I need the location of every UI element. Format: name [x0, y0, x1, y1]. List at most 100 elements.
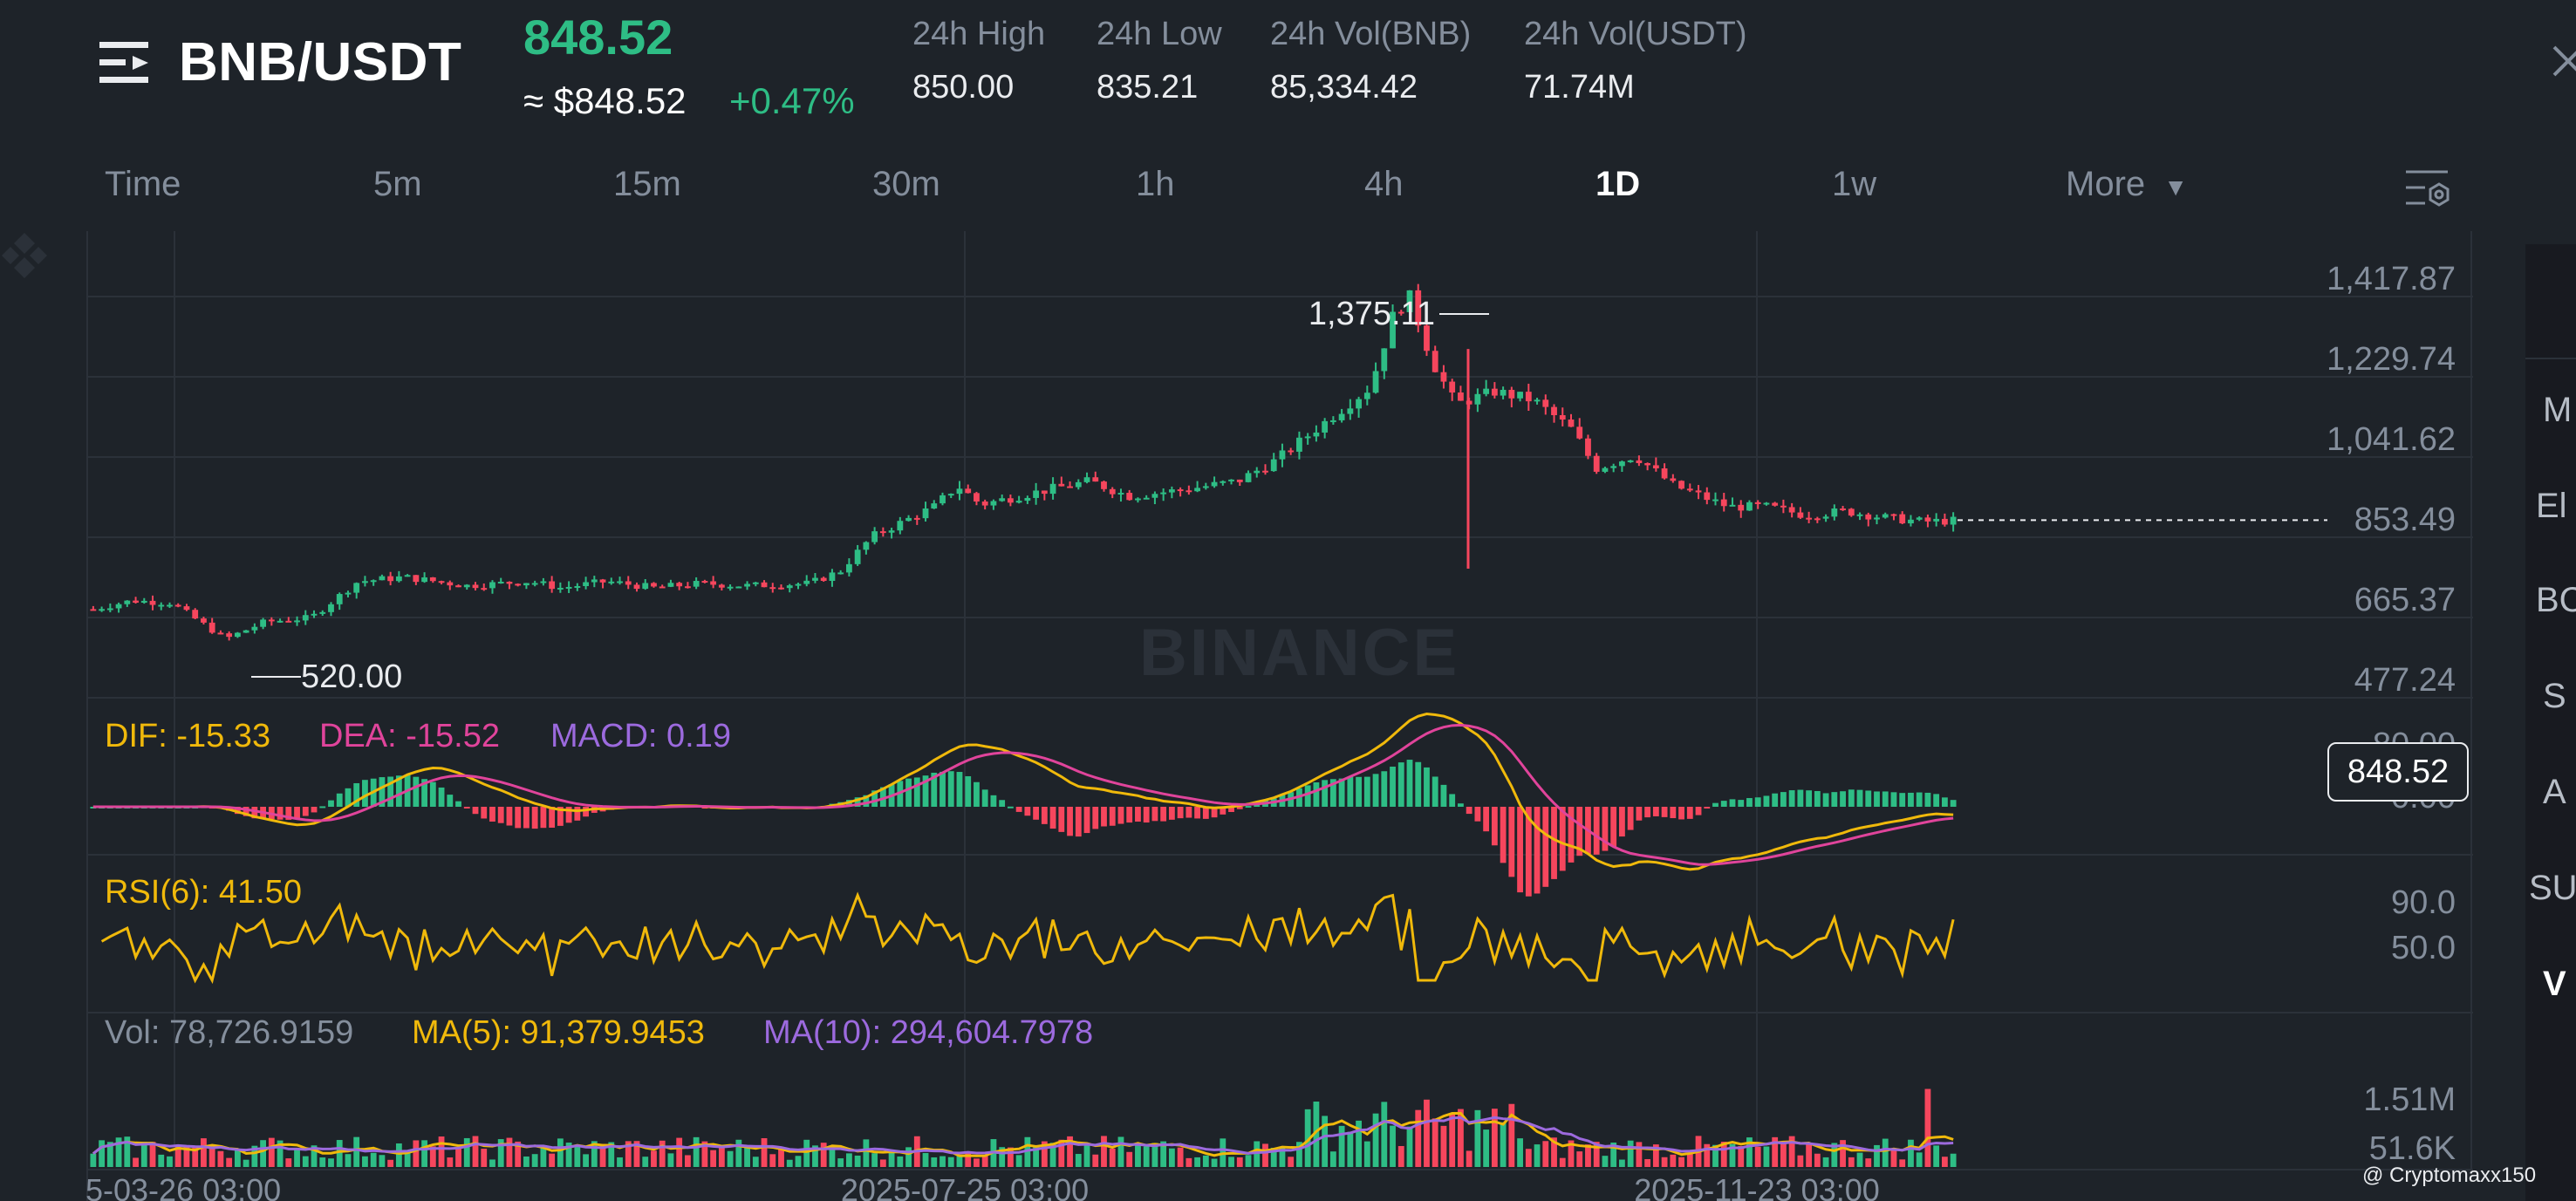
tab-more-label: More [2066, 165, 2146, 203]
volume-bar [863, 1139, 870, 1167]
side-item[interactable]: M [2543, 391, 2573, 429]
volume-bar [1262, 1143, 1268, 1167]
candle-body [1780, 505, 1787, 508]
volume-bar [1568, 1140, 1575, 1167]
candle-body [1117, 493, 1124, 495]
volume-bar [1899, 1159, 1906, 1167]
macd-histogram-bar [1322, 780, 1329, 807]
volume-bar [311, 1145, 318, 1167]
macd-histogram-bar [1720, 801, 1727, 807]
chart-settings-icon[interactable] [2401, 161, 2453, 214]
volume-bar [778, 1148, 784, 1167]
macd-histogram-bar [1449, 794, 1456, 807]
volume-bar [438, 1136, 445, 1167]
tab-5m[interactable]: 5m [373, 165, 422, 203]
candle-body [871, 531, 878, 542]
macd-histogram-bar [1797, 789, 1804, 807]
macd-histogram-bar [583, 807, 589, 817]
candle-body [727, 586, 734, 589]
candle-body [1627, 460, 1634, 462]
chart-area[interactable]: 1,417.87 1,229.74 1,041.62 853.49 665.37 477.… [0, 231, 2473, 1201]
pair-name[interactable]: BNB/USDT [179, 32, 462, 92]
side-item[interactable]: SU [2529, 869, 2576, 907]
candle-body [311, 613, 318, 616]
tab-1w[interactable]: 1w [1832, 165, 1877, 203]
volume-bar [1585, 1144, 1591, 1167]
candle-body [285, 620, 292, 623]
tab-more[interactable]: More ▼ [2066, 165, 2188, 204]
side-item[interactable]: V [2543, 965, 2566, 1003]
volume-bar [1194, 1157, 1201, 1167]
macd-dea-label: DEA: -15.52 [319, 718, 500, 754]
macd-histogram-bar [863, 795, 870, 807]
candle-body [845, 563, 852, 573]
candle-body [1245, 473, 1252, 482]
volume-bar [1474, 1109, 1481, 1167]
candle-body [115, 604, 122, 609]
volume-bar [1186, 1157, 1192, 1167]
volume-bar [1168, 1148, 1175, 1167]
macd-histogram-bar [1135, 807, 1141, 822]
tab-time[interactable]: Time [105, 165, 181, 203]
macd-histogram-bar [1109, 807, 1116, 826]
volume-bar [1627, 1140, 1634, 1167]
volume-bar [328, 1158, 334, 1167]
candle-body [608, 581, 615, 583]
tab-1d[interactable]: 1D [1595, 165, 1641, 203]
tab-15m[interactable]: 15m [613, 165, 681, 203]
volume-bar [1449, 1113, 1456, 1167]
volume-bar [1517, 1138, 1523, 1167]
candle-body [1372, 371, 1379, 393]
side-item[interactable]: A [2543, 773, 2566, 811]
close-icon[interactable] [2547, 35, 2576, 87]
volume-bar [1058, 1139, 1065, 1167]
candle-body [1763, 502, 1770, 505]
macd-histogram-bar [1661, 807, 1668, 817]
macd-histogram-bar [1372, 774, 1379, 807]
candle-body [557, 587, 564, 590]
macd-histogram-bar [1559, 807, 1566, 871]
volume-bar [761, 1137, 768, 1167]
candle-body [413, 575, 420, 583]
stat-value: 85,334.42 [1270, 69, 1418, 106]
candle-body [1329, 420, 1336, 422]
volume-bar [1678, 1157, 1684, 1167]
menu-icon[interactable] [98, 37, 154, 89]
candle-body [625, 581, 632, 585]
candle-body [1109, 488, 1116, 495]
price-chart[interactable]: 1,417.87 1,229.74 1,041.62 853.49 665.37 477.… [0, 231, 2473, 1201]
macd-histogram-bar [1092, 807, 1099, 829]
candle-body [1661, 468, 1668, 479]
volume-bar [1840, 1140, 1846, 1167]
volume-bar [1135, 1143, 1141, 1167]
tab-1h[interactable]: 1h [1136, 165, 1175, 203]
tab-30m[interactable]: 30m [872, 165, 940, 203]
macd-histogram-bar [489, 807, 495, 822]
volume-bar [531, 1154, 538, 1167]
price-axis-label: 665.37 [2354, 582, 2456, 618]
candle-body [820, 577, 827, 582]
candle-body [863, 542, 870, 550]
volume-bar [981, 1155, 988, 1167]
candle-body [294, 620, 300, 623]
stat-24h-high: 24h High 850.00 [912, 16, 1045, 106]
side-item[interactable]: BC [2536, 581, 2576, 619]
candle-body [667, 583, 674, 587]
macd-histogram-bar [1882, 791, 1889, 807]
side-item[interactable]: S [2543, 677, 2566, 715]
macd-histogram-bar [1627, 807, 1634, 830]
candle-body [251, 626, 258, 631]
macd-histogram-bar [1500, 807, 1507, 863]
macd-histogram-bar [1101, 807, 1107, 827]
volume-bar [1576, 1151, 1583, 1167]
volume-bar [1279, 1147, 1286, 1167]
candle-body [947, 494, 954, 496]
candle-body [1347, 408, 1354, 414]
side-item[interactable]: El [2536, 487, 2567, 525]
macd-histogram-bar [1678, 807, 1684, 820]
volume-bar [1372, 1113, 1379, 1167]
candle-body [1602, 467, 1609, 472]
macd-histogram-bar [574, 807, 581, 821]
tab-4h[interactable]: 4h [1364, 165, 1404, 203]
time-axis-label: 5-03-26 03:00 [85, 1172, 281, 1201]
